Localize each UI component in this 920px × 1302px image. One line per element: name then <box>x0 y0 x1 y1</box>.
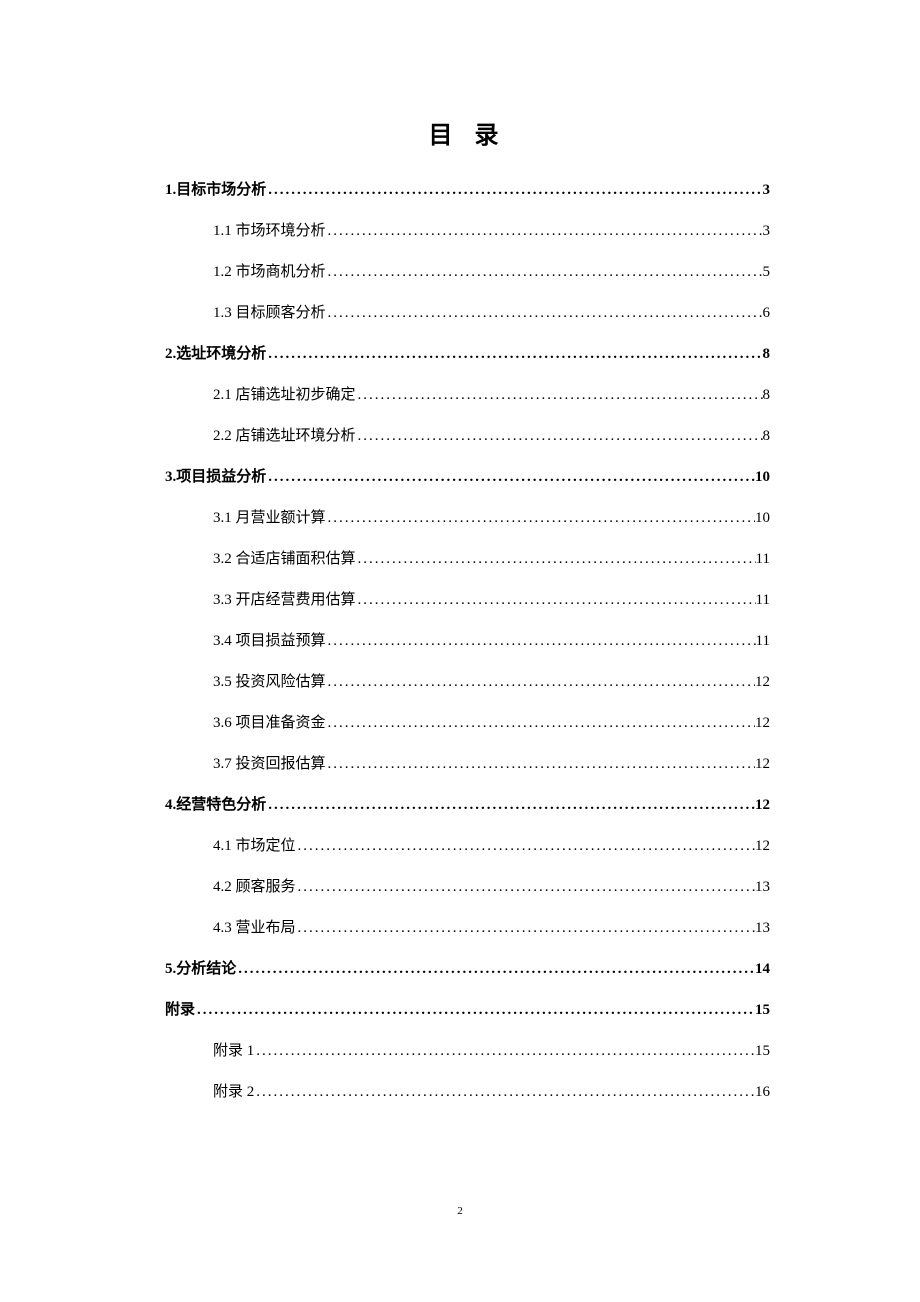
toc-entry-label: 3.项目损益分析 <box>165 465 266 486</box>
toc-entry-page: 12 <box>755 715 770 732</box>
toc-entry-page: 12 <box>755 838 770 855</box>
toc-entry-label: 4.经营特色分析 <box>165 793 266 814</box>
toc-dot-leader: ........................................… <box>296 879 755 896</box>
toc-entry: 3.2 合适店铺面积估算............................… <box>165 547 770 568</box>
toc-entry-label: 3.1 月营业额计算 <box>213 506 326 527</box>
toc-entry-page: 13 <box>755 879 770 896</box>
document-page: 目 录 1.目标市场分析............................… <box>0 0 920 1101</box>
toc-entry-page: 11 <box>756 592 770 609</box>
toc-entry-label: 1.3 目标顾客分析 <box>213 301 326 322</box>
toc-dot-leader: ........................................… <box>236 961 755 978</box>
toc-dot-leader: ........................................… <box>326 264 763 281</box>
toc-dot-leader: ........................................… <box>266 797 755 814</box>
toc-entry-label: 附录 2 <box>213 1080 254 1101</box>
toc-entry-page: 10 <box>755 469 770 486</box>
toc-entry-label: 附录 <box>165 998 195 1019</box>
toc-entry-page: 13 <box>755 920 770 937</box>
toc-entry-label: 2.2 店铺选址环境分析 <box>213 424 356 445</box>
toc-entry-label: 3.6 项目准备资金 <box>213 711 326 732</box>
toc-dot-leader: ........................................… <box>266 469 755 486</box>
toc-entry-page: 11 <box>756 633 770 650</box>
toc-dot-leader: ........................................… <box>356 551 756 568</box>
toc-entry-page: 15 <box>755 1043 770 1060</box>
toc-dot-leader: ........................................… <box>326 510 755 527</box>
toc-entry: 附录 1....................................… <box>165 1039 770 1060</box>
toc-entry-label: 4.1 市场定位 <box>213 834 296 855</box>
toc-entry: 2.选址环境分析................................… <box>165 342 770 363</box>
toc-dot-leader: ........................................… <box>326 633 756 650</box>
toc-entry: 2.1 店铺选址初步确定............................… <box>165 383 770 404</box>
toc-entry-label: 1.2 市场商机分析 <box>213 260 326 281</box>
toc-dot-leader: ........................................… <box>356 592 756 609</box>
toc-entry-label: 附录 1 <box>213 1039 254 1060</box>
toc-entry-page: 5 <box>763 264 771 281</box>
toc-entry-page: 8 <box>763 428 771 445</box>
toc-dot-leader: ........................................… <box>356 387 763 404</box>
toc-entry: 3.5 投资风险估算..............................… <box>165 670 770 691</box>
toc-entry-page: 6 <box>763 305 771 322</box>
toc-entry: 3.1 月营业额计算..............................… <box>165 506 770 527</box>
toc-dot-leader: ........................................… <box>326 305 763 322</box>
toc-entry-page: 10 <box>755 510 770 527</box>
toc-entry: 4.1 市场定位................................… <box>165 834 770 855</box>
toc-entry-label: 3.4 项目损益预算 <box>213 629 326 650</box>
toc-dot-leader: ........................................… <box>296 920 755 937</box>
toc-entry-page: 3 <box>763 182 771 199</box>
toc-entry: 2.2 店铺选址环境分析............................… <box>165 424 770 445</box>
toc-entry-page: 12 <box>755 674 770 691</box>
toc-entry-label: 3.3 开店经营费用估算 <box>213 588 356 609</box>
toc-entry: 1.目标市场分析................................… <box>165 178 770 199</box>
toc-dot-leader: ........................................… <box>326 674 755 691</box>
toc-entry-label: 5.分析结论 <box>165 957 236 978</box>
toc-dot-leader: ........................................… <box>326 223 763 240</box>
toc-dot-leader: ........................................… <box>266 182 762 199</box>
toc-entry-page: 16 <box>755 1084 770 1101</box>
toc-dot-leader: ........................................… <box>356 428 763 445</box>
toc-dot-leader: ........................................… <box>266 346 762 363</box>
toc-entry: 4.3 营业布局................................… <box>165 916 770 937</box>
toc-entry: 附录 2....................................… <box>165 1080 770 1101</box>
toc-entry: 3.3 开店经营费用估算............................… <box>165 588 770 609</box>
toc-title: 目 录 <box>165 115 770 150</box>
toc-entry-label: 3.5 投资风险估算 <box>213 670 326 691</box>
toc-entry-page: 12 <box>755 797 770 814</box>
toc-entry-page: 15 <box>755 1002 770 1019</box>
toc-entry-label: 3.2 合适店铺面积估算 <box>213 547 356 568</box>
toc-entry-page: 8 <box>763 346 771 363</box>
toc-entry-label: 2.1 店铺选址初步确定 <box>213 383 356 404</box>
page-number: 2 <box>0 1205 920 1217</box>
toc-entry: 3.项目损益分析................................… <box>165 465 770 486</box>
toc-entry: 1.3 目标顾客分析..............................… <box>165 301 770 322</box>
toc-entry: 1.1 市场环境分析..............................… <box>165 219 770 240</box>
toc-entry-label: 4.3 营业布局 <box>213 916 296 937</box>
toc-entry-page: 8 <box>763 387 771 404</box>
toc-dot-leader: ........................................… <box>195 1002 755 1019</box>
toc-entry: 4.经营特色分析................................… <box>165 793 770 814</box>
toc-entry-page: 12 <box>755 756 770 773</box>
toc-entry-label: 2.选址环境分析 <box>165 342 266 363</box>
toc-dot-leader: ........................................… <box>296 838 755 855</box>
toc-entry-page: 3 <box>763 223 771 240</box>
toc-entry-label: 4.2 顾客服务 <box>213 875 296 896</box>
toc-container: 1.目标市场分析................................… <box>165 178 770 1101</box>
toc-entry-page: 14 <box>755 961 770 978</box>
toc-entry: 3.6 项目准备资金..............................… <box>165 711 770 732</box>
toc-entry: 附录......................................… <box>165 998 770 1019</box>
toc-entry: 3.7 投资回报估算..............................… <box>165 752 770 773</box>
toc-entry: 4.2 顾客服务................................… <box>165 875 770 896</box>
toc-entry-label: 1.目标市场分析 <box>165 178 266 199</box>
toc-dot-leader: ........................................… <box>326 715 755 732</box>
toc-entry: 5.分析结论..................................… <box>165 957 770 978</box>
toc-entry-label: 3.7 投资回报估算 <box>213 752 326 773</box>
toc-entry: 1.2 市场商机分析..............................… <box>165 260 770 281</box>
toc-dot-leader: ........................................… <box>326 756 755 773</box>
toc-dot-leader: ........................................… <box>254 1043 755 1060</box>
toc-entry: 3.4 项目损益预算..............................… <box>165 629 770 650</box>
toc-entry-page: 11 <box>756 551 770 568</box>
toc-dot-leader: ........................................… <box>254 1084 755 1101</box>
toc-entry-label: 1.1 市场环境分析 <box>213 219 326 240</box>
